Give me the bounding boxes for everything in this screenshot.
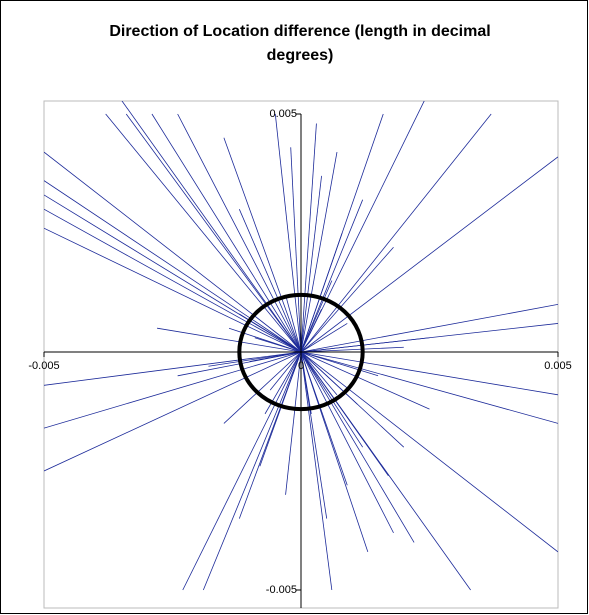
segment <box>157 327 302 353</box>
segment <box>151 113 302 353</box>
segment <box>300 351 471 591</box>
segment <box>300 351 558 424</box>
segment <box>300 113 492 353</box>
segment <box>300 304 558 353</box>
segment <box>300 280 333 353</box>
segment <box>202 351 302 591</box>
segment <box>274 113 302 353</box>
segment <box>259 351 302 467</box>
segment <box>300 156 558 353</box>
segment <box>300 346 404 353</box>
segment <box>269 351 302 391</box>
segment <box>300 247 394 353</box>
segment <box>238 209 302 353</box>
segment <box>223 137 302 353</box>
segment <box>182 351 302 591</box>
y-tick-label: 0.005 <box>269 108 297 120</box>
segment <box>300 152 338 353</box>
axes: -0.005 0 0.005 -0.005 0.005 <box>28 108 572 608</box>
segment <box>300 337 430 353</box>
segment <box>208 351 302 367</box>
segment <box>121 101 302 353</box>
segment <box>105 113 302 353</box>
segment <box>44 351 302 472</box>
reference-circle <box>237 292 365 412</box>
chart-title: Direction of Location difference (length… <box>109 23 491 64</box>
segment <box>285 294 302 353</box>
segment <box>300 113 384 353</box>
x-tick-label: -0.005 <box>28 360 59 372</box>
segment <box>300 351 333 591</box>
segment <box>300 123 317 353</box>
segment <box>223 351 302 424</box>
segment <box>300 351 415 543</box>
segment <box>44 351 302 386</box>
segment <box>300 351 558 396</box>
segment <box>300 175 322 353</box>
segment <box>300 101 425 353</box>
x-tick-label: 0.005 <box>544 360 572 372</box>
segment <box>300 351 379 377</box>
segment <box>300 351 405 448</box>
segment <box>44 180 302 353</box>
segment <box>254 337 302 353</box>
y-tick-label: -0.005 <box>266 584 297 596</box>
segments <box>44 101 558 591</box>
segment <box>44 227 302 353</box>
segment <box>44 208 302 353</box>
segment <box>300 323 348 353</box>
segment <box>125 113 302 353</box>
segment <box>300 351 558 553</box>
segment <box>290 147 302 353</box>
segment <box>300 351 430 410</box>
x-tick-label: 0 <box>298 360 304 372</box>
segment <box>300 199 364 353</box>
segment <box>300 351 369 553</box>
segment <box>44 351 302 429</box>
segment <box>300 351 338 396</box>
segment <box>177 113 302 353</box>
segment <box>44 151 302 353</box>
segment <box>300 351 348 486</box>
segment <box>285 351 302 495</box>
segment <box>300 351 394 534</box>
segment <box>300 351 312 414</box>
